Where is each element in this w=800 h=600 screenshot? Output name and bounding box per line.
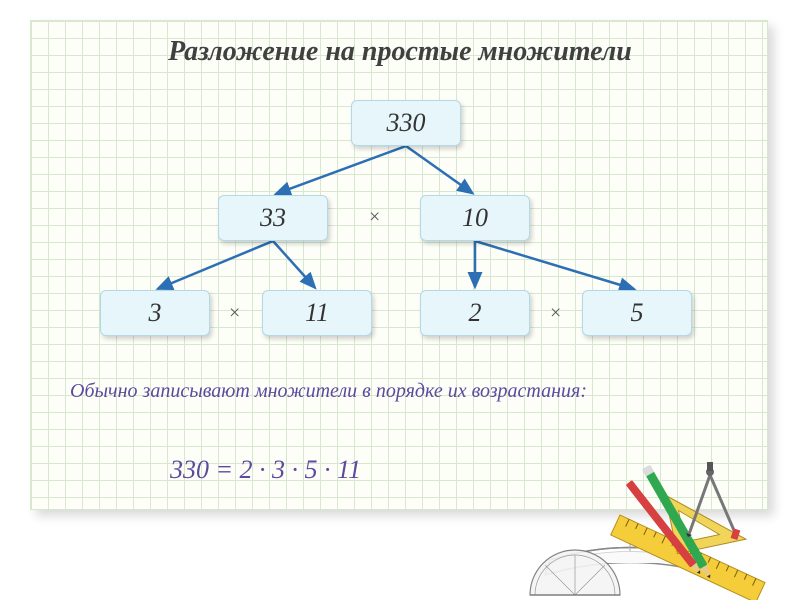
school-supplies-decoration <box>510 440 790 600</box>
tree-node-10: 10 <box>420 195 530 241</box>
tree-node-11: 11 <box>262 290 372 336</box>
page-title: Разложение на простые множители <box>0 36 800 68</box>
result-equation: 330 = 2 · 3 · 5 · 11 <box>170 455 361 485</box>
tree-node-2: 2 <box>420 290 530 336</box>
tree-node-3: 3 <box>100 290 210 336</box>
multiply-sign: × <box>369 206 380 229</box>
page: Разложение на простые множители 330 33 10 3… <box>0 0 800 600</box>
multiply-sign: × <box>550 302 561 325</box>
grid-paper-background <box>30 20 768 510</box>
tree-node-5: 5 <box>582 290 692 336</box>
multiply-sign: × <box>229 302 240 325</box>
tree-node-330: 330 <box>351 100 461 146</box>
tree-node-33: 33 <box>218 195 328 241</box>
note-text: Обычно записывают множители в порядке их… <box>70 380 587 403</box>
